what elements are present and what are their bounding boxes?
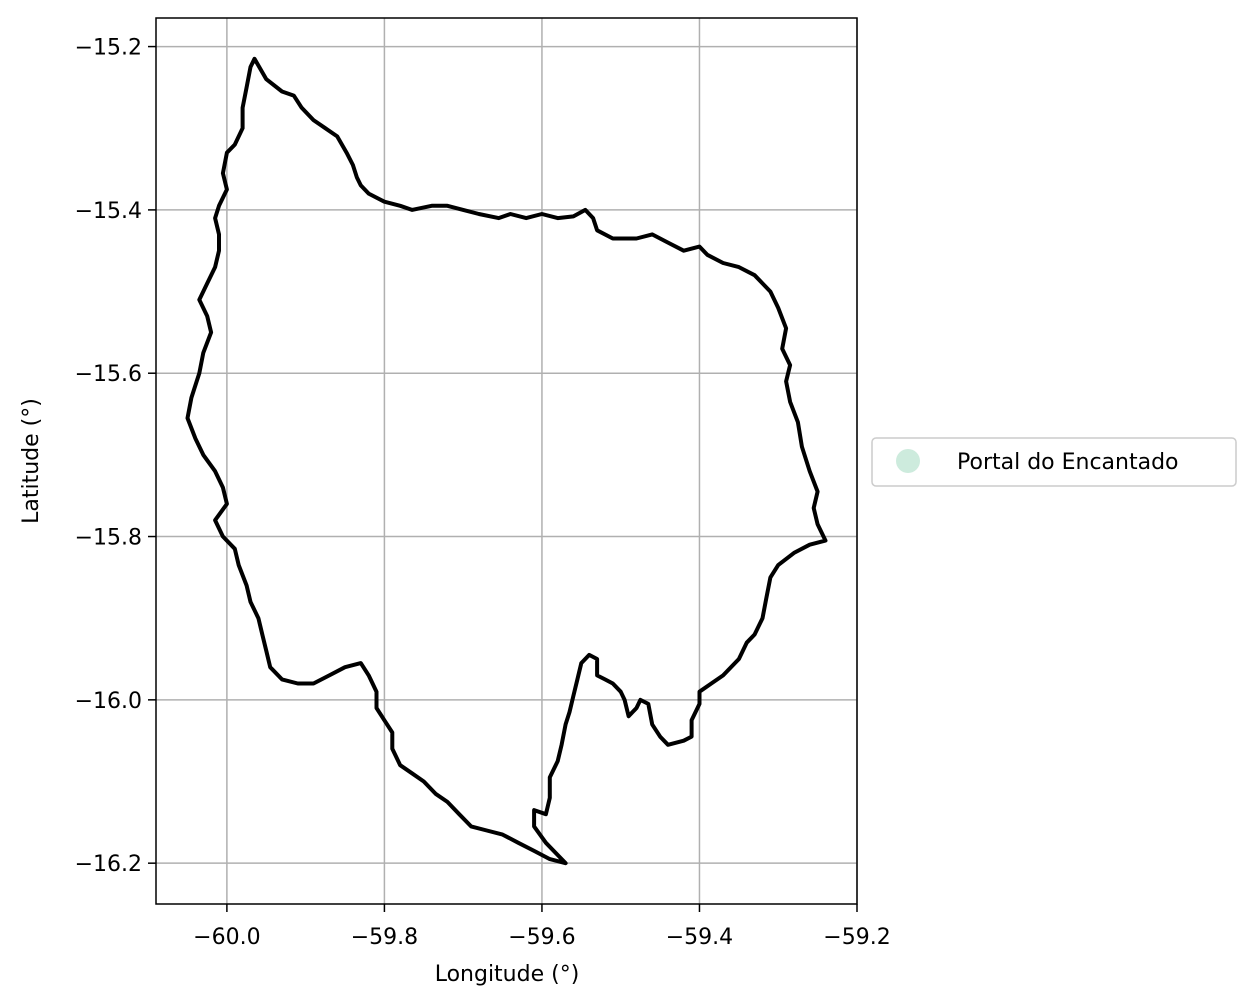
axes-frame [155, 17, 858, 905]
y-axis-label: Latitude (°) [19, 398, 44, 524]
y-tick-label: −15.8 [75, 526, 142, 551]
y-tick-label: −15.2 [75, 36, 142, 61]
legend-label-portal-do-encantado: Portal do Encantado [957, 450, 1179, 475]
legend-box [871, 437, 1237, 487]
x-tick-label: −59.6 [508, 925, 575, 950]
y-tick-label: −16.0 [75, 689, 142, 714]
x-tick-label: −59.2 [823, 925, 890, 950]
x-axis-label: Longitude (°) [435, 962, 580, 987]
y-tick-label: −16.2 [75, 852, 142, 877]
y-tick-label: −15.4 [75, 199, 142, 224]
y-axis-ticks: −15.2 −15.4 −15.6 −15.8 −16.0 −16.2 [75, 36, 156, 877]
portal-do-encantado-boundary [185, 56, 828, 866]
legend: Portal do Encantado [871, 437, 1237, 487]
legend-marker [896, 449, 920, 473]
x-tick-label: −60.0 [193, 925, 260, 950]
y-tick-label: −15.6 [75, 362, 142, 387]
x-axis-ticks: −60.0 −59.8 −59.6 −59.4 −59.2 [193, 904, 891, 950]
x-tick-label: −59.4 [666, 925, 733, 950]
x-tick-label: −59.8 [351, 925, 418, 950]
